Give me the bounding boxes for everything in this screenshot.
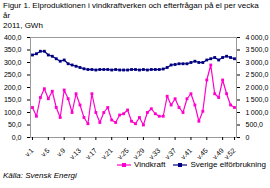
svg-text:1 000,0: 1 000,0	[246, 109, 269, 116]
svg-text:v.37: v.37	[163, 147, 177, 159]
svg-text:v.29: v.29	[132, 147, 146, 159]
svg-text:150,0: 150,0	[4, 96, 22, 103]
svg-text:250,0: 250,0	[4, 71, 22, 78]
html-text:Vindkraft: Vindkraft	[134, 160, 166, 169]
svg-text:2 500,0: 2 500,0	[246, 71, 269, 78]
svg-text:0: 0	[246, 134, 250, 141]
svg-text:v.25: v.25	[116, 147, 130, 159]
svg-text:v.33: v.33	[148, 147, 162, 159]
svg-text:100,0: 100,0	[4, 109, 22, 116]
svg-text:v.1: v.1	[24, 147, 35, 158]
svg-text:1 500,0: 1 500,0	[246, 96, 269, 103]
svg-text:v.45: v.45	[195, 147, 209, 159]
svg-text:v.49: v.49	[211, 147, 225, 159]
svg-text:400,0: 400,0	[4, 34, 22, 41]
svg-text:350,0: 350,0	[4, 46, 22, 53]
svg-text:300,0: 300,0	[4, 59, 22, 66]
html-text:Sverige elförbrukning: Sverige elförbrukning	[190, 160, 266, 169]
svg-text:v.17: v.17	[84, 147, 98, 159]
svg-text:v.9: v.9	[55, 147, 66, 158]
html-text:Figur 1. Elproduktionen i vind: Figur 1. Elproduktionen i vindkraftverke…	[3, 1, 259, 30]
svg-text:3 500,0: 3 500,0	[246, 46, 269, 53]
svg-text:v.41: v.41	[179, 147, 193, 159]
svg-text:4 000,0: 4 000,0	[246, 34, 269, 41]
svg-text:200,0: 200,0	[4, 84, 22, 91]
svg-text:2 000,0: 2 000,0	[246, 84, 269, 91]
svg-text:v.5: v.5	[39, 147, 50, 158]
svg-text:3 000,0: 3 000,0	[246, 59, 269, 66]
svg-text:0,0: 0,0	[12, 134, 22, 141]
svg-text:v.52: v.52	[223, 147, 237, 159]
html-text:Källa: Svensk Energi: Källa: Svensk Energi	[3, 171, 77, 180]
svg-text:500,0: 500,0	[246, 121, 264, 128]
svg-text:50,0: 50,0	[8, 121, 22, 128]
svg-text:v.13: v.13	[68, 147, 82, 159]
svg-text:v.21: v.21	[100, 147, 114, 159]
